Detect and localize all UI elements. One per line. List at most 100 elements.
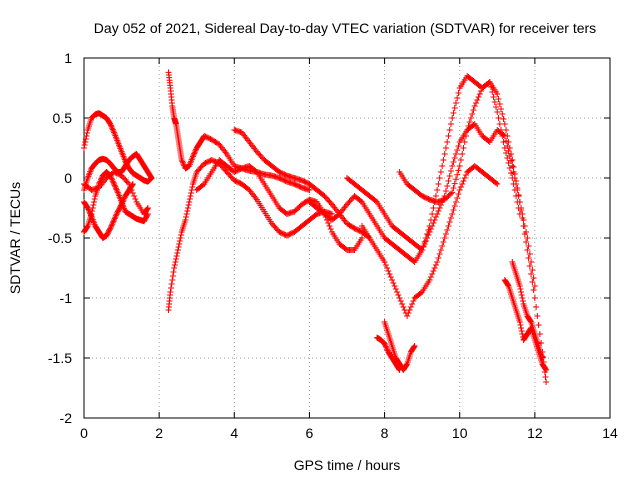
data-point-interp: [281, 177, 288, 184]
data-point-interp: [450, 159, 457, 165]
data-point-interp: [113, 170, 120, 177]
data-point-interp: [356, 227, 363, 234]
data-point-interp: [530, 287, 537, 293]
data-point-interp: [451, 155, 458, 161]
data-point-interp: [327, 226, 334, 232]
data-point-interp: [529, 279, 536, 285]
data-point-interp: [422, 238, 429, 244]
data-point-interp: [131, 193, 138, 199]
data-point-interp: [303, 179, 310, 186]
data-point-interp: [495, 96, 502, 102]
data-point-interp: [117, 202, 124, 209]
tick-marks: [83, 57, 611, 419]
data-point-interp: [194, 167, 201, 174]
data-point: [208, 157, 215, 163]
data-point-interp: [350, 224, 357, 231]
data-point: [144, 205, 151, 211]
data-point-interp: [292, 181, 299, 188]
data-point-interp: [518, 207, 525, 213]
data-point-interp: [384, 346, 391, 353]
data-point-interp: [470, 107, 477, 113]
data-point-interp: [444, 227, 451, 233]
data-point-interp: [440, 157, 447, 163]
series-arc-h: [231, 127, 373, 241]
data-point-interp: [191, 149, 198, 156]
data-point: [501, 121, 508, 127]
data-point-interp: [172, 259, 179, 265]
data-point-interp: [270, 222, 277, 228]
y-axis-label: SDTVAR / TECUs: [7, 182, 23, 294]
data-point-interp: [349, 195, 356, 202]
data-point-interp: [518, 325, 525, 331]
data-point-interp: [427, 274, 434, 280]
data-point-interp: [451, 180, 458, 187]
data-point-interp: [395, 366, 402, 372]
data-point-interp: [124, 179, 131, 186]
data-point: [531, 283, 538, 289]
data-point-interp: [476, 91, 483, 97]
data-point-interp: [278, 230, 285, 237]
data-point: [253, 148, 260, 155]
data-point: [543, 367, 550, 373]
data-point: [509, 163, 516, 169]
data-point-interp: [517, 322, 524, 328]
data-point-interp: [515, 192, 522, 198]
data-point-interp: [506, 145, 513, 151]
data-point-interp: [410, 298, 417, 304]
data-point-interp: [508, 170, 515, 176]
data-point-interp: [397, 298, 404, 304]
data-point: [276, 169, 283, 175]
data-point: [441, 151, 448, 157]
data-point-interp: [110, 218, 117, 225]
data-point-interp: [281, 171, 288, 178]
data-point-interp: [277, 169, 284, 176]
data-point-interp: [407, 304, 414, 310]
data-point-interp: [113, 211, 120, 218]
series-arc-e: [81, 169, 151, 217]
data-point-interp: [521, 231, 528, 237]
grid-lines: [84, 58, 610, 418]
data-point-interp: [169, 277, 176, 283]
data-point-interp: [188, 187, 195, 193]
data-point-interp: [209, 157, 216, 164]
x-tick-label: 10: [452, 425, 468, 441]
data-point-interp: [474, 97, 481, 103]
data-point: [201, 133, 208, 139]
data-point-interp: [530, 275, 537, 281]
y-tick-label: 1: [64, 50, 72, 66]
data-point: [283, 232, 290, 239]
series-arc-k: [344, 121, 538, 289]
data-point: [111, 217, 118, 223]
data-point-interp: [202, 133, 209, 140]
data-point: [126, 181, 133, 187]
data-point-interp: [232, 178, 239, 184]
data-point-interp: [457, 184, 464, 190]
data-point-interp: [186, 196, 193, 202]
data-point: [193, 169, 200, 175]
data-point-interp: [109, 219, 116, 226]
data-point: [434, 187, 441, 193]
series-arc-n: [374, 334, 403, 373]
y-tick-labels: -2 -1.5 -1 -0.5 0 0.5 1: [48, 50, 72, 426]
data-point-interp: [189, 184, 196, 190]
data-point-interp: [287, 230, 294, 237]
data-point-interp: [528, 259, 535, 265]
data-point: [276, 229, 283, 235]
data-point-interp: [109, 178, 116, 185]
data-point-interp: [542, 366, 549, 372]
data-point-interp: [417, 290, 424, 296]
data-point-interp: [192, 147, 199, 154]
data-point: [189, 153, 196, 160]
data-point-interp: [129, 190, 136, 196]
data-point-interp: [168, 281, 175, 287]
data-point-interp: [466, 119, 473, 125]
data-point-interp: [176, 241, 183, 247]
data-point-interp: [199, 182, 206, 188]
data-point: [389, 277, 396, 283]
data-point-interp: [518, 328, 525, 334]
data-point: [449, 163, 456, 169]
data-point-interp: [203, 134, 210, 141]
data-point-interp: [235, 167, 242, 174]
data-point-interp: [454, 171, 461, 178]
